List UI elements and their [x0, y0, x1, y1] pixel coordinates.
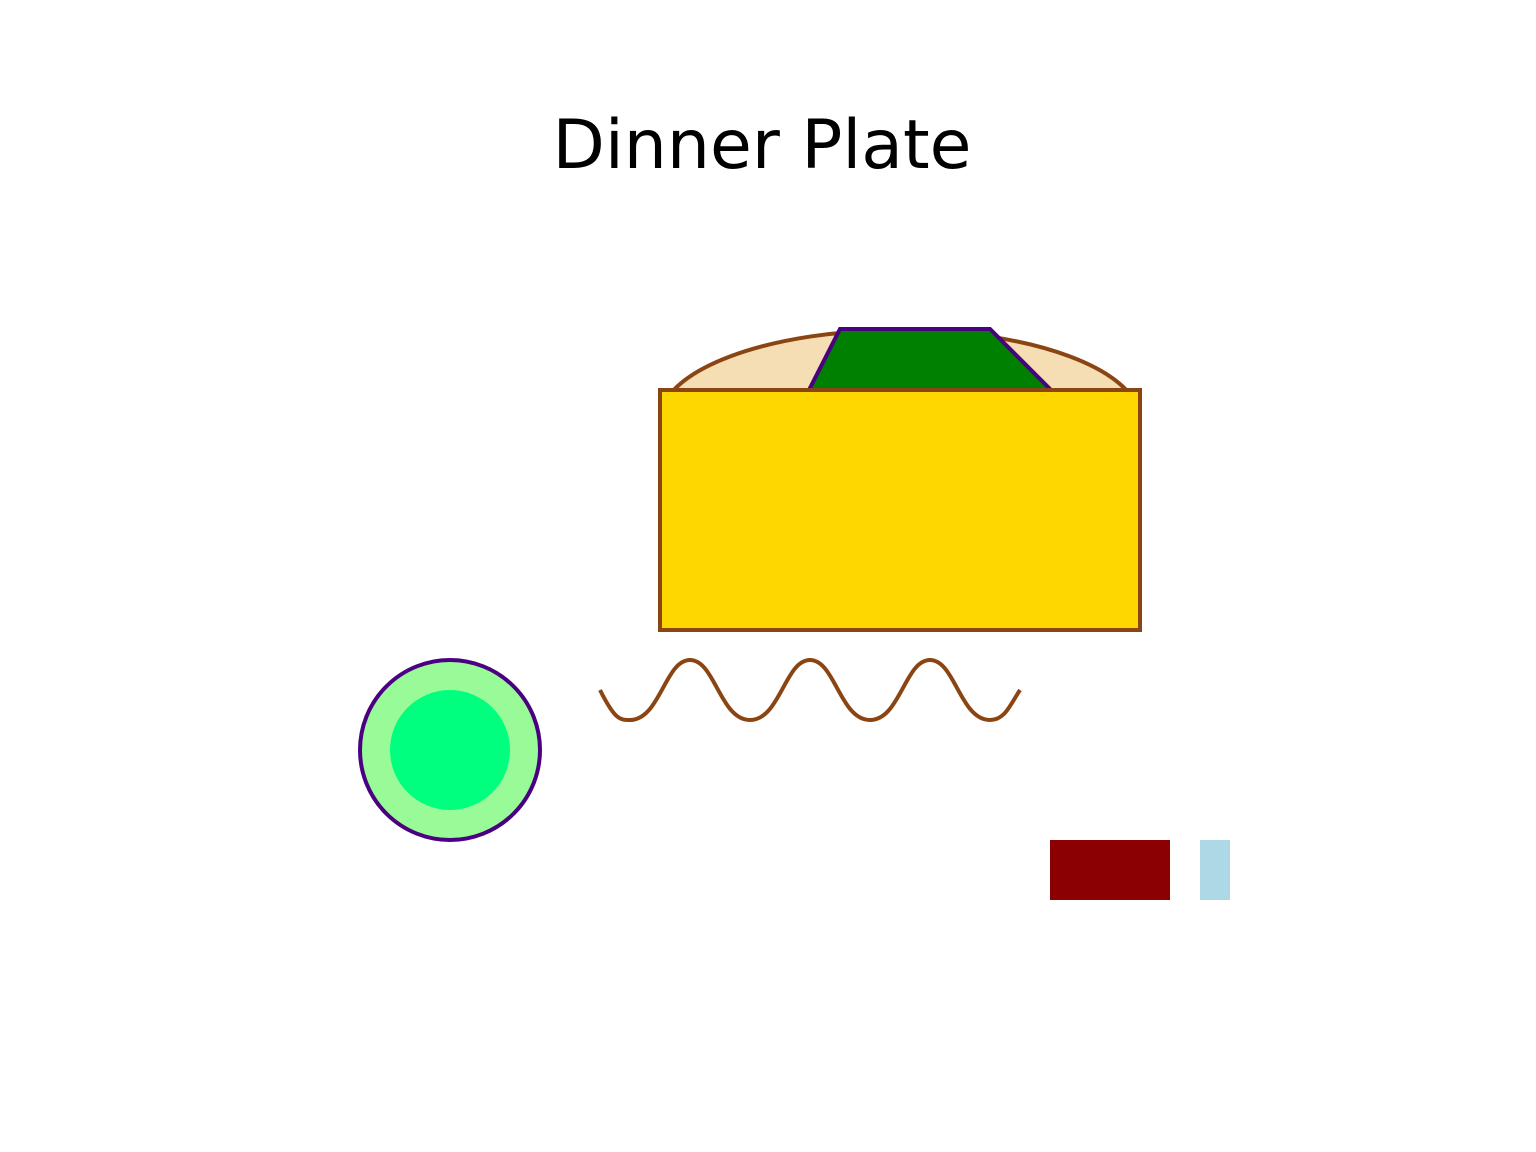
lettuce-trapezoid-shape	[805, 327, 1056, 392]
fork-bar	[1200, 840, 1230, 900]
cup-inner-circle	[390, 690, 510, 810]
wavy-sauce-line	[598, 657, 1022, 723]
diagram-title: Dinner Plate	[552, 106, 972, 185]
knife-rectangle	[1050, 840, 1170, 900]
cheese-block-shape	[658, 388, 1142, 632]
